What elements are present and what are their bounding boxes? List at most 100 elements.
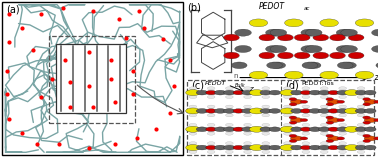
Circle shape: [337, 62, 353, 69]
Circle shape: [321, 87, 328, 90]
Circle shape: [270, 62, 286, 69]
Circle shape: [244, 95, 251, 99]
Circle shape: [285, 19, 303, 27]
Circle shape: [326, 103, 334, 106]
Circle shape: [318, 127, 330, 132]
Circle shape: [270, 46, 287, 52]
Circle shape: [260, 127, 271, 132]
Circle shape: [309, 90, 321, 95]
Circle shape: [249, 145, 264, 151]
Circle shape: [226, 132, 233, 135]
Circle shape: [207, 132, 215, 135]
Circle shape: [262, 95, 270, 99]
Circle shape: [301, 90, 311, 95]
Circle shape: [289, 98, 297, 101]
Circle shape: [328, 109, 339, 113]
Circle shape: [289, 139, 297, 143]
Circle shape: [244, 114, 251, 117]
Circle shape: [196, 90, 208, 95]
Circle shape: [196, 127, 208, 132]
Circle shape: [309, 127, 321, 132]
Circle shape: [259, 34, 275, 41]
Circle shape: [321, 105, 328, 108]
Circle shape: [355, 145, 367, 150]
Circle shape: [339, 114, 347, 117]
Circle shape: [214, 145, 226, 150]
Circle shape: [284, 123, 291, 127]
Circle shape: [337, 137, 345, 140]
Circle shape: [189, 142, 197, 145]
Circle shape: [269, 127, 280, 132]
Circle shape: [301, 109, 311, 113]
Circle shape: [235, 46, 251, 52]
Circle shape: [337, 109, 349, 113]
Circle shape: [321, 142, 328, 145]
Circle shape: [339, 87, 347, 90]
Circle shape: [318, 145, 330, 150]
Circle shape: [301, 127, 311, 131]
Circle shape: [337, 100, 345, 103]
Text: (a): (a): [6, 5, 20, 15]
Text: PEDOT:Tos: PEDOT:Tos: [302, 81, 335, 86]
Circle shape: [326, 116, 334, 119]
Circle shape: [277, 34, 293, 41]
Circle shape: [305, 62, 321, 69]
Circle shape: [249, 71, 268, 79]
Circle shape: [280, 90, 295, 96]
Circle shape: [327, 136, 339, 141]
Circle shape: [364, 127, 376, 132]
Circle shape: [207, 114, 215, 117]
Circle shape: [233, 90, 244, 95]
Circle shape: [339, 142, 347, 145]
Circle shape: [321, 123, 328, 127]
Circle shape: [289, 116, 297, 119]
Circle shape: [244, 132, 251, 135]
Circle shape: [337, 119, 345, 122]
Circle shape: [357, 87, 365, 90]
Text: Bulk: Bulk: [234, 83, 245, 88]
Bar: [49, 36, 135, 123]
Circle shape: [289, 134, 297, 137]
Circle shape: [280, 126, 295, 132]
Circle shape: [344, 145, 359, 151]
Circle shape: [357, 132, 365, 135]
Circle shape: [348, 34, 364, 41]
Circle shape: [330, 52, 345, 59]
Circle shape: [355, 19, 374, 27]
Circle shape: [242, 145, 253, 150]
Circle shape: [231, 62, 247, 69]
Circle shape: [300, 100, 308, 103]
Circle shape: [206, 145, 217, 150]
Circle shape: [196, 145, 208, 150]
Circle shape: [207, 87, 215, 90]
Circle shape: [344, 90, 359, 96]
Circle shape: [269, 145, 280, 150]
Circle shape: [189, 95, 197, 99]
Circle shape: [294, 52, 310, 59]
Circle shape: [326, 121, 334, 124]
Circle shape: [357, 105, 365, 108]
Circle shape: [363, 98, 370, 101]
Circle shape: [301, 29, 318, 36]
Circle shape: [348, 52, 364, 59]
Circle shape: [364, 99, 376, 104]
Circle shape: [226, 123, 233, 127]
Circle shape: [341, 29, 358, 36]
Text: PEDOT: PEDOT: [259, 3, 285, 11]
Circle shape: [206, 127, 217, 131]
Circle shape: [289, 121, 297, 124]
Circle shape: [326, 139, 334, 143]
Circle shape: [235, 29, 251, 36]
Circle shape: [302, 132, 310, 135]
Circle shape: [270, 29, 287, 36]
Circle shape: [291, 90, 302, 95]
Circle shape: [242, 127, 253, 132]
Circle shape: [226, 142, 233, 145]
Circle shape: [321, 150, 328, 154]
Circle shape: [269, 90, 280, 95]
Circle shape: [363, 116, 370, 119]
Circle shape: [207, 95, 215, 99]
Circle shape: [207, 105, 215, 108]
Circle shape: [223, 127, 235, 132]
Circle shape: [214, 109, 226, 113]
